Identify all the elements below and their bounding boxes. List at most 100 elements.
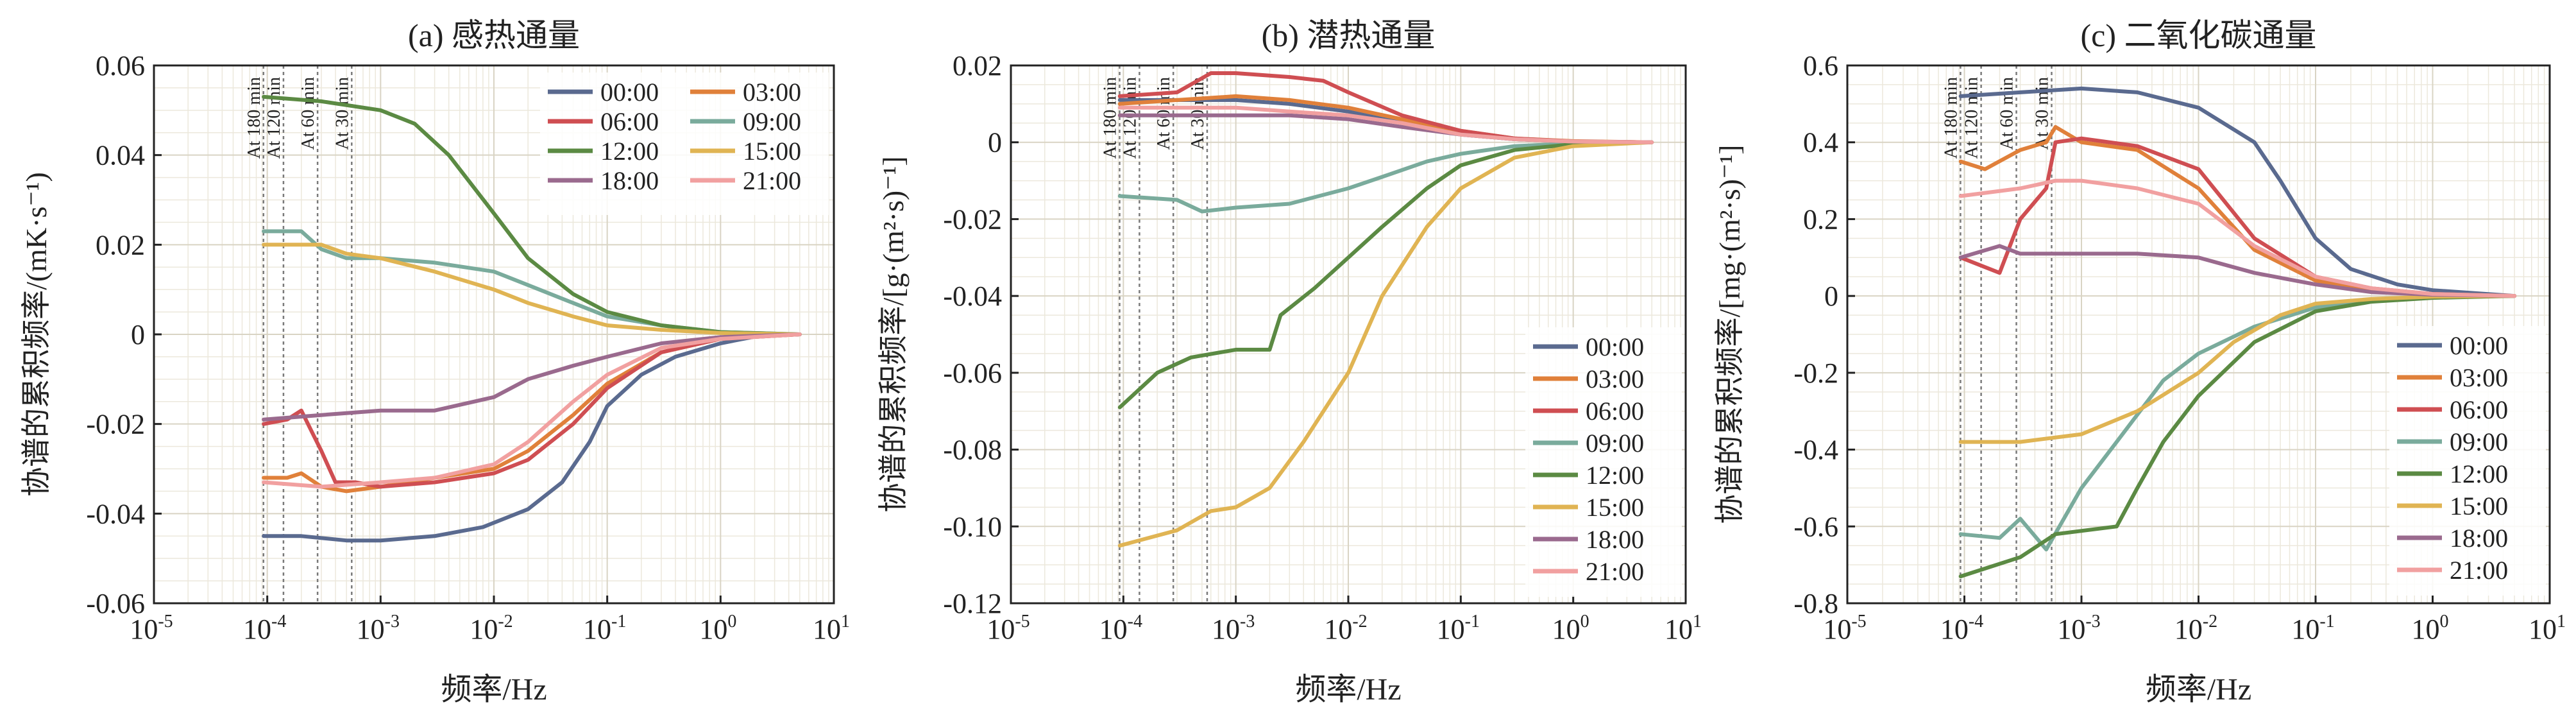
legend-label: 12:00 (1586, 461, 1644, 490)
cutoff-label: At 180 min (1100, 77, 1120, 159)
series-line-1800 (1958, 244, 2517, 298)
legend-label: 15:00 (743, 137, 801, 166)
x-tick-label: 10-4 (243, 612, 286, 645)
cutoff-label: At 60 min (1154, 77, 1174, 150)
y-tick-label: -0.06 (943, 357, 1002, 389)
cutoff-label: At 30 min (332, 77, 352, 150)
x-axis-label: 频率/Hz (2146, 673, 2251, 707)
series-line-0000 (262, 332, 802, 543)
series-line-2100 (262, 332, 802, 489)
legend: 00:00 03:00 06:00 09:00 12:00 15:00 18:00 21:00 (540, 73, 829, 215)
chart-title: (a) 感热通量 (408, 17, 580, 53)
legend-label: 21:00 (2450, 556, 2508, 585)
x-tick-label: 10-4 (1940, 612, 1983, 645)
y-tick-label: -0.12 (943, 588, 1002, 619)
cutoff-label: At 120 min (1120, 77, 1140, 159)
y-axis-label: 协谱的累积频率/[g·(m²·s)⁻¹] (877, 156, 910, 512)
legend-item: 21:00 (2397, 556, 2508, 585)
series-line-0600 (1958, 136, 2517, 298)
legend-item: 12:00 (1533, 461, 1644, 490)
x-tick-label: 101 (2529, 612, 2566, 645)
legend-box (540, 73, 829, 215)
x-tick-label: 10-3 (1212, 612, 1255, 645)
legend-item: 00:00 (1533, 332, 1644, 361)
legend-item: 06:00 (1533, 397, 1644, 425)
series-group (262, 94, 802, 543)
legend-label: 21:00 (1586, 557, 1644, 586)
y-tick-label: -0.2 (1793, 357, 1838, 389)
y-axis-label: 协谱的累积频率/[mg·(m²·s)⁻¹] (1713, 144, 1746, 524)
panel-b: At 180 min At 120 min At 60 min At 30 min 10… (877, 17, 1702, 707)
legend-label: 18:00 (2450, 524, 2508, 553)
legend-label: 00:00 (1586, 332, 1644, 361)
x-tick-label: 10-5 (987, 612, 1030, 645)
y-tick-label: 0 (1824, 280, 1838, 312)
x-tick-label: 10-5 (130, 612, 173, 645)
legend-item: 12:00 (2397, 460, 2508, 488)
y-tick-label: -0.04 (943, 280, 1002, 312)
y-tick-label: 0.02 (953, 50, 1002, 82)
cutoff-label: At 120 min (1962, 77, 1982, 159)
legend-label: 15:00 (2450, 492, 2508, 520)
series-line-1200 (262, 94, 802, 336)
y-tick-label: -0.08 (943, 434, 1002, 466)
legend-label: 06:00 (1586, 397, 1644, 425)
y-tick-label: -0.02 (943, 203, 1002, 235)
legend-item: 12:00 (548, 137, 659, 166)
x-tick-label: 10-2 (470, 612, 513, 645)
legend-item: 06:00 (548, 107, 659, 136)
panel-a: At 180 min At 120 min At 60 min At 30 min 10… (20, 17, 850, 707)
legend-label: 03:00 (743, 78, 801, 107)
x-tick-label: 10-3 (357, 612, 400, 645)
y-tick-label: 0.2 (1803, 203, 1838, 235)
series-line-0300 (1958, 125, 2517, 298)
x-tick-label: 10-4 (1099, 612, 1142, 645)
legend-label: 03:00 (2450, 363, 2508, 392)
legend-label: 06:00 (2450, 395, 2508, 424)
legend-item: 09:00 (2397, 427, 2508, 456)
x-axis-label: 频率/Hz (1295, 673, 1401, 707)
legend-item: 00:00 (2397, 331, 2508, 360)
cutoff-label: At 60 min (1997, 77, 2017, 150)
series-line-0000 (1958, 86, 2517, 298)
chart-title: (b) 潜热通量 (1262, 17, 1436, 53)
x-tick-label: 100 (699, 612, 736, 645)
legend: 00:00 03:00 06:00 09:00 12:00 15:00 18:00 21:00 (2389, 326, 2546, 596)
cutoff-label: At 120 min (264, 77, 284, 159)
x-tick-label: 10-1 (2291, 612, 2334, 645)
y-tick-label: -0.4 (1793, 434, 1838, 466)
cutoff-label: At 60 min (298, 77, 318, 150)
cutoff-label: At 30 min (1188, 77, 1208, 150)
y-tick-label: -0.8 (1793, 588, 1838, 619)
legend-item: 15:00 (690, 137, 801, 166)
legend: 00:00 03:00 06:00 09:00 12:00 15:00 18:00 21:00 (1525, 327, 1682, 597)
y-tick-label: 0.4 (1803, 127, 1838, 159)
legend-label: 09:00 (2450, 427, 2508, 456)
legend-label: 12:00 (600, 137, 659, 166)
series-line-1200 (1958, 294, 2517, 579)
legend-label: 00:00 (2450, 331, 2508, 360)
panel-c: At 180 min At 120 min At 60 min At 30 min10… (1713, 17, 2566, 707)
y-tick-label: -0.6 (1793, 511, 1838, 542)
legend-item: 03:00 (1533, 365, 1644, 393)
x-tick-label: 101 (813, 612, 850, 645)
series-line-1800 (262, 332, 802, 422)
legend-item: 09:00 (1533, 429, 1644, 458)
y-tick-label: 0 (988, 127, 1002, 159)
x-tick-label: 10-5 (1823, 612, 1866, 645)
legend-item: 03:00 (2397, 363, 2508, 392)
legend-item: 15:00 (1533, 493, 1644, 522)
x-tick-label: 10-2 (1324, 612, 1367, 645)
y-tick-label: -0.04 (86, 498, 145, 529)
x-axis-label: 频率/Hz (441, 673, 547, 707)
grid (153, 65, 835, 604)
y-tick-label: 0.6 (1803, 50, 1838, 82)
legend-item: 00:00 (548, 78, 659, 107)
legend-item: 21:00 (690, 166, 801, 195)
legend-label: 06:00 (600, 107, 659, 136)
legend-item: 21:00 (1533, 557, 1644, 586)
y-tick-label: 0.04 (96, 140, 145, 171)
cutoff-label: At 180 min (244, 77, 264, 159)
legend-item: 18:00 (548, 166, 659, 195)
